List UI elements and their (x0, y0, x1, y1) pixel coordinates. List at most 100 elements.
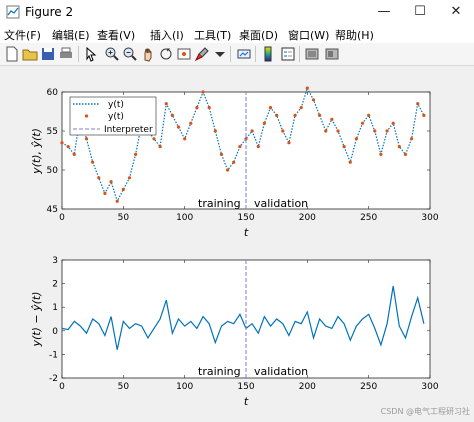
top-series-1-point (152, 137, 156, 141)
menu-edit[interactable]: 编辑(E) (52, 29, 90, 42)
bottom-ylabel: y(t) − ŷ(t) (30, 291, 43, 347)
top-series-1-point (226, 168, 230, 172)
menu-bar: 文件(F) 编辑(E) 查看(V) 插入(I) 工具(T) 桌面(D) 窗口(W… (0, 24, 474, 43)
top-series-1-point (262, 121, 266, 125)
rotate-3d-icon[interactable] (158, 46, 174, 62)
link-plot-icon[interactable] (236, 46, 252, 62)
top-xtick-label: 250 (360, 213, 377, 223)
bottom-xtick-label: 200 (299, 382, 316, 392)
top-series-1-point (360, 121, 365, 125)
bottom-ytick-label: 1 (52, 303, 58, 313)
top-series-1-point (115, 199, 119, 203)
zoom-out-icon[interactable] (122, 46, 138, 62)
bottom-training-label: training (198, 365, 241, 378)
pointer-icon[interactable] (83, 46, 99, 62)
top-series-1-point (373, 129, 377, 133)
minimize-button[interactable]: — (377, 4, 391, 19)
close-button[interactable]: ✕ (450, 4, 462, 19)
bottom-series-0-line (61, 285, 425, 350)
bottom-xtick-label: 300 (421, 382, 438, 392)
top-series-1-point (385, 129, 389, 133)
menu-view[interactable]: 查看(V) (97, 29, 136, 42)
top-series-1-point (422, 113, 426, 117)
top-series-1-point (397, 145, 401, 149)
show-plot-tools-icon[interactable] (324, 46, 340, 62)
top-series-1-point (379, 152, 383, 156)
colorbar-icon[interactable] (260, 46, 276, 62)
maximize-button[interactable]: ☐ (414, 4, 426, 19)
data-cursor-icon[interactable] (176, 46, 192, 62)
new-file-icon[interactable] (4, 46, 20, 62)
menu-insert[interactable]: 插入(I) (150, 29, 184, 42)
top-series-1-point (72, 152, 76, 156)
hide-plot-tools-icon[interactable] (304, 46, 320, 62)
top-series-1-point (60, 141, 64, 145)
bottom-ytick-label: 3 (52, 256, 58, 266)
bottom-axes: 0 50 100 150 200 250 300 -2 -1 0 1 2 3 training vali… (30, 256, 439, 408)
toolbar-separator (78, 46, 79, 62)
top-series-1-point (97, 176, 101, 180)
menu-tools[interactable]: 工具(T) (194, 29, 232, 42)
top-series-1-point (219, 152, 224, 156)
top-series-1-point (324, 129, 328, 133)
top-xtick-label: 150 (237, 213, 254, 223)
save-icon[interactable] (40, 46, 56, 62)
bottom-xtick-label: 250 (360, 382, 377, 392)
chevron-down-icon[interactable] (212, 46, 228, 62)
toolbar-separator (299, 46, 300, 62)
top-series-1-point (275, 113, 279, 117)
top-series-1-point (127, 176, 132, 180)
menu-window[interactable]: 窗口(W) (288, 29, 330, 42)
top-xtick-label: 0 (59, 213, 65, 223)
top-series-1-point (158, 145, 162, 149)
bottom-xtick-label: 50 (118, 382, 130, 392)
top-series-1-point (342, 145, 346, 149)
top-ytick-label: 45 (47, 205, 58, 215)
window-titlebar: Figure 2 — ☐ ✕ (0, 0, 474, 25)
toolbar-separator (230, 46, 231, 62)
top-series-1-point (410, 137, 414, 141)
top-series-1-point (336, 129, 340, 133)
zoom-in-icon[interactable] (104, 46, 120, 62)
top-series-1-point (176, 125, 181, 129)
top-series-1-point (213, 129, 217, 133)
top-series-1-point (367, 113, 371, 117)
bottom-axes-box (61, 259, 431, 379)
top-series-1-point (403, 152, 408, 156)
pan-icon[interactable] (140, 46, 156, 62)
menu-desktop[interactable]: 桌面(D) (239, 29, 279, 42)
top-series-1-point (416, 102, 420, 106)
bottom-ytick-label: 2 (52, 280, 58, 290)
top-series-1-point (66, 145, 70, 149)
brush-icon[interactable] (194, 46, 210, 62)
top-training-label: training (198, 197, 241, 210)
top-axes: 0 50 100 150 200 250 300 45 50 55 60 y(t) y(t) Int… (30, 86, 439, 239)
matlab-figure-icon (6, 5, 20, 19)
bottom-xtick-label: 0 (59, 382, 65, 392)
top-series-1-point (238, 145, 242, 149)
top-series-1-point (348, 160, 352, 164)
top-series-1-point (318, 113, 322, 117)
top-xlabel: t (244, 226, 249, 239)
top-series-1-point (91, 160, 95, 164)
bottom-ytick-label: -2 (49, 374, 58, 384)
top-series-1-point (293, 113, 297, 117)
bottom-validation-label: validation (254, 365, 308, 378)
top-series-1-point (84, 137, 89, 141)
top-series-1-point (268, 106, 273, 110)
top-series-1-point (299, 106, 303, 110)
top-series-1-point (103, 191, 107, 195)
top-series-1-point (195, 106, 199, 110)
top-series-1-point (311, 98, 316, 102)
legend-icon[interactable] (280, 46, 296, 62)
menu-file[interactable]: 文件(F) (4, 29, 41, 42)
top-series-1-point (121, 187, 125, 192)
open-folder-icon[interactable] (22, 46, 38, 62)
top-series-1-point (391, 121, 395, 125)
top-series-1-point (354, 137, 358, 141)
legend-entry-interpreter: Interpreter (104, 125, 153, 135)
print-icon[interactable] (58, 46, 74, 62)
menu-help[interactable]: 帮助(H) (335, 29, 374, 42)
top-series-1-point (134, 152, 138, 156)
legend-entry-y: y(t) (108, 100, 124, 110)
